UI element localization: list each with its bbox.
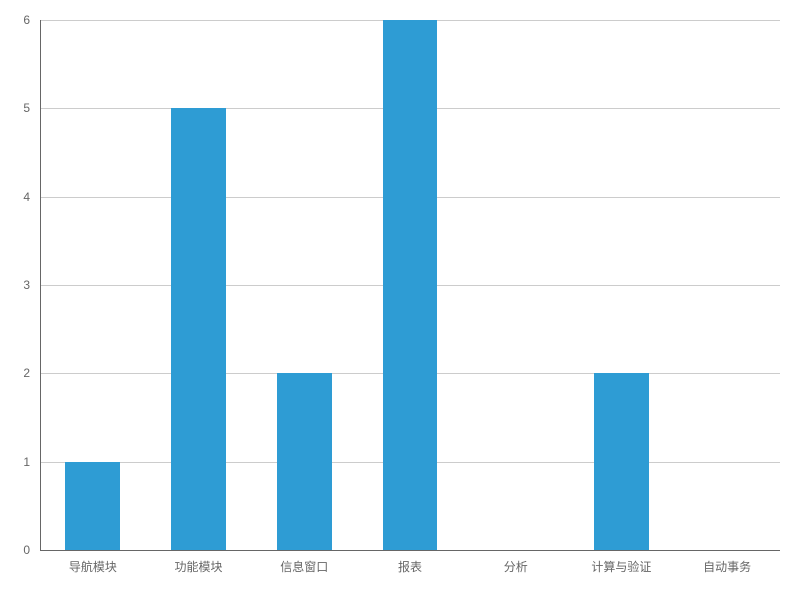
bar xyxy=(383,20,438,550)
y-axis xyxy=(40,20,41,550)
y-tick-label: 6 xyxy=(23,13,30,27)
y-tick-label: 2 xyxy=(23,366,30,380)
x-axis xyxy=(40,550,780,551)
x-tick-label: 功能模块 xyxy=(175,558,223,575)
bar xyxy=(277,373,332,550)
bar xyxy=(171,108,226,550)
y-tick-label: 4 xyxy=(23,190,30,204)
y-tick-label: 1 xyxy=(23,455,30,469)
x-tick-label: 计算与验证 xyxy=(591,558,651,575)
bar-chart: 0 1 2 3 4 5 6 导航模块 功能模块 信息窗口 报表 分析 计算与验证 自动事务 xyxy=(0,0,800,600)
y-tick-label: 3 xyxy=(23,278,30,292)
x-tick-label: 信息窗口 xyxy=(280,558,328,575)
x-tick-label: 分析 xyxy=(504,558,528,575)
y-tick-label: 5 xyxy=(23,101,30,115)
bar xyxy=(594,373,649,550)
y-tick-label: 0 xyxy=(23,543,30,557)
bar xyxy=(65,462,120,550)
x-tick-label: 导航模块 xyxy=(69,558,117,575)
x-tick-label: 报表 xyxy=(398,558,422,575)
plot-area xyxy=(40,20,780,550)
x-tick-label: 自动事务 xyxy=(703,558,751,575)
